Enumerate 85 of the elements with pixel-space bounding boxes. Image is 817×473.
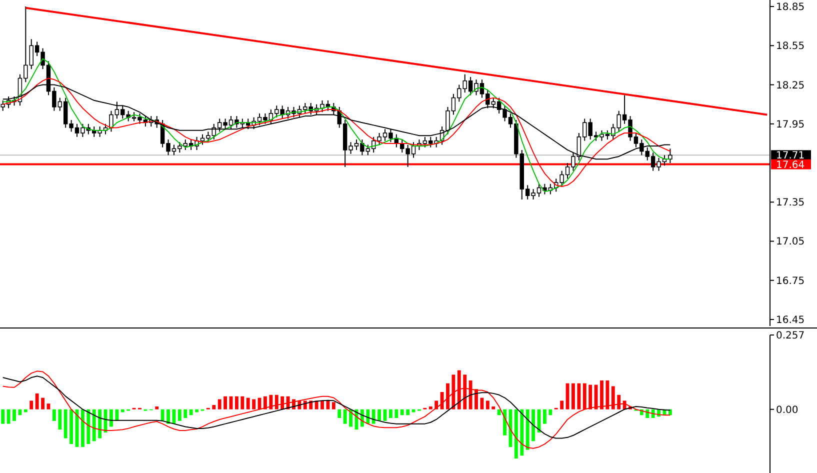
bar	[86, 409, 90, 444]
bar	[52, 409, 56, 421]
bar	[394, 409, 398, 418]
bar	[560, 400, 564, 410]
y-tick-label: 18.25	[776, 80, 805, 92]
bar	[98, 409, 102, 438]
bar	[572, 383, 575, 410]
bar	[35, 393, 39, 410]
bar	[532, 409, 536, 442]
bar	[264, 396, 267, 410]
bar	[274, 394, 278, 410]
bar	[446, 383, 450, 410]
y-tick-label: 16.75	[776, 276, 805, 287]
bar	[463, 374, 467, 410]
bar	[514, 409, 518, 459]
bar	[378, 409, 382, 421]
bar	[30, 400, 34, 410]
bar	[611, 386, 615, 410]
bar	[41, 398, 44, 410]
bar	[400, 409, 404, 416]
candlestick	[668, 148, 672, 164]
bar	[548, 409, 552, 416]
bar	[110, 409, 113, 427]
bar	[606, 380, 610, 410]
y-tick-label: 17.35	[776, 198, 805, 209]
bar	[58, 409, 62, 430]
bar	[520, 409, 524, 456]
y-tick-label: 18.55	[776, 41, 805, 52]
bar	[155, 406, 159, 410]
ref-line-label: 17.71	[776, 150, 805, 162]
y-tick-label: 16.45	[776, 314, 805, 326]
bar	[189, 409, 193, 416]
bar	[503, 409, 506, 436]
bar	[212, 405, 216, 410]
bar	[1, 409, 5, 424]
bar	[184, 409, 188, 418]
bar	[234, 396, 238, 410]
bar	[224, 396, 228, 410]
bar	[428, 406, 432, 410]
line-series	[2, 376, 671, 439]
bar	[246, 398, 250, 410]
bar	[526, 409, 530, 450]
bar	[166, 409, 170, 424]
bar	[388, 409, 392, 418]
bar	[6, 409, 10, 424]
bar	[452, 374, 456, 410]
bar	[582, 383, 586, 410]
bar	[434, 400, 438, 410]
bar	[474, 389, 478, 410]
bar	[406, 409, 410, 416]
bar	[542, 409, 546, 424]
bar	[115, 409, 119, 421]
bar	[577, 383, 581, 410]
bar	[160, 409, 164, 421]
bar	[70, 409, 74, 444]
bar	[600, 380, 604, 410]
bar	[46, 404, 50, 410]
bar	[492, 406, 496, 410]
bar	[338, 409, 342, 418]
bar	[468, 380, 472, 410]
y-tick-label: 17.95	[776, 119, 805, 130]
line-series	[2, 370, 671, 449]
bar	[343, 409, 347, 424]
bar	[486, 400, 490, 410]
y-tick-label: 18.85	[776, 2, 805, 14]
bar	[80, 409, 84, 447]
bar	[497, 409, 501, 416]
bar	[332, 402, 336, 410]
y-tick-label: 0.257	[776, 330, 805, 342]
bar	[588, 384, 592, 410]
bar	[218, 399, 222, 410]
bar	[269, 394, 273, 410]
y-tick-label: 17.05	[776, 236, 805, 248]
bar	[617, 394, 621, 410]
bar	[320, 400, 324, 410]
bar	[349, 409, 352, 427]
bar	[92, 409, 96, 442]
ref-line-label: 17.64	[776, 160, 805, 171]
bar	[64, 409, 68, 438]
y-tick-label: 0.00	[776, 404, 798, 416]
bar	[252, 399, 256, 410]
bar	[240, 396, 244, 410]
bar	[178, 409, 182, 421]
bar	[372, 409, 376, 424]
bar	[12, 409, 16, 421]
